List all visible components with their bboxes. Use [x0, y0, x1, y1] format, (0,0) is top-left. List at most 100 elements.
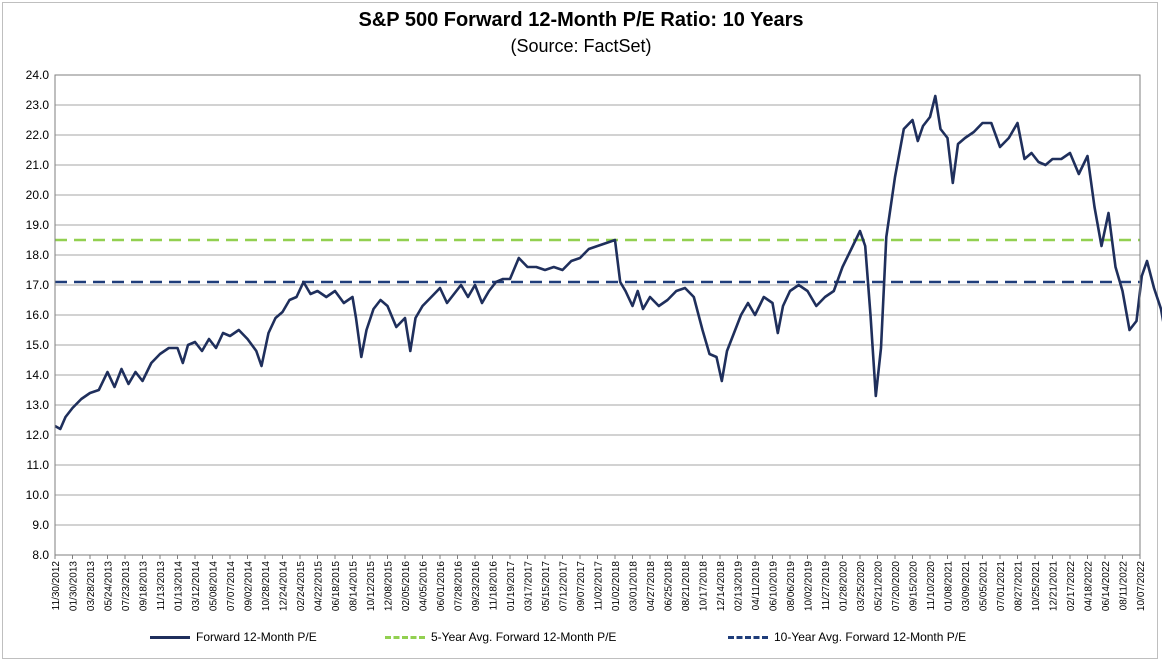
- x-tick-label: 01/08/2021: [944, 561, 955, 611]
- x-tick-label: 11/27/2019: [821, 561, 832, 611]
- legend-label-forward-pe: Forward 12-Month P/E: [196, 630, 317, 644]
- y-tick-label: 24.0: [26, 68, 50, 82]
- x-tick-label: 03/17/2017: [524, 561, 535, 611]
- x-tick-label: 02/05/2016: [401, 561, 412, 611]
- legend-item-10yr-avg: 10-Year Avg. Forward 12-Month P/E: [728, 630, 966, 644]
- x-tick-label: 11/18/2016: [489, 561, 500, 611]
- x-tick-label: 02/24/2015: [296, 561, 307, 611]
- x-tick-label: 09/23/2016: [471, 561, 482, 611]
- legend-swatch-10yr-avg: [728, 635, 768, 639]
- x-tick-label: 06/01/2016: [436, 561, 447, 611]
- chart-title: S&P 500 Forward 12-Month P/E Ratio: 10 Y…: [358, 9, 804, 31]
- series-lines: [54, 94, 1162, 431]
- x-tick-label: 10/25/2021: [1031, 561, 1042, 611]
- average-lines: [55, 238, 1140, 284]
- x-tick-label: 06/14/2022: [1101, 561, 1112, 611]
- x-tick-label: 11/02/2017: [594, 561, 605, 611]
- x-tick-label: 07/07/2014: [226, 561, 237, 611]
- y-tick-label: 17.0: [26, 278, 50, 292]
- x-tick-label: 07/23/2013: [121, 561, 132, 611]
- y-tick-label: 16.0: [26, 308, 50, 322]
- x-tick-label: 03/01/2018: [629, 561, 640, 611]
- x-tick-label: 05/08/2014: [209, 561, 220, 611]
- legend-label-5yr-avg: 5-Year Avg. Forward 12-Month P/E: [431, 630, 617, 644]
- x-tick-label: 12/08/2015: [384, 561, 395, 611]
- y-tick-label: 21.0: [26, 158, 50, 172]
- x-tick-label: 02/13/2019: [734, 561, 745, 611]
- y-axis-ticks: 24.0 23.0 22.0 21.0 20.0 19.0 18.0 17.0 16.0 15.0…: [26, 68, 50, 562]
- x-tick-label: 08/21/2018: [681, 561, 692, 611]
- y-tick-label: 18.0: [26, 248, 50, 262]
- x-tick-label: 06/10/2019: [769, 561, 780, 611]
- x-tick-label: 09/02/2014: [244, 561, 255, 611]
- x-tick-label: 01/19/2017: [506, 561, 517, 611]
- y-tick-label: 12.0: [26, 428, 50, 442]
- chart-subtitle: (Source: FactSet): [510, 36, 652, 56]
- x-tick-label: 12/14/2018: [716, 561, 727, 611]
- x-tick-label: 01/28/2020: [839, 561, 850, 611]
- x-tick-label: 04/27/2018: [646, 561, 657, 611]
- x-axis-ticks: 11/30/2012 01/30/2013 03/28/2013 05/24/2013…: [51, 555, 1147, 611]
- x-tick-label: 11/10/2020: [926, 561, 937, 611]
- x-tick-label: 10/07/2022: [1136, 561, 1147, 611]
- x-tick-label: 03/12/2014: [191, 561, 202, 611]
- x-tick-label: 03/25/2020: [856, 561, 867, 611]
- x-tick-label: 07/12/2017: [559, 561, 570, 611]
- y-tick-label: 15.0: [26, 338, 50, 352]
- legend-swatch-5yr-avg: [385, 635, 425, 639]
- x-tick-label: 09/07/2017: [576, 561, 587, 611]
- x-tick-label: 03/09/2021: [961, 561, 972, 611]
- y-tick-label: 23.0: [26, 98, 50, 112]
- x-tick-label: 04/22/2015: [314, 561, 325, 611]
- x-tick-label: 11/30/2012: [51, 561, 62, 611]
- pe-ratio-chart: 24.0 23.0 22.0 21.0 20.0 19.0 18.0 17.0 16.0 15.0…: [26, 68, 1162, 611]
- x-tick-label: 10/28/2014: [261, 561, 272, 611]
- x-tick-label: 08/14/2015: [349, 561, 360, 611]
- y-tick-label: 8.0: [32, 548, 49, 562]
- chart-legend: Forward 12-Month P/E 5-Year Avg. Forward…: [0, 630, 1162, 650]
- plot-area-border: [54, 74, 1141, 556]
- x-tick-label: 02/17/2022: [1066, 561, 1077, 611]
- x-tick-label: 04/05/2016: [419, 561, 430, 611]
- y-tick-label: 10.0: [26, 488, 50, 502]
- y-tick-label: 14.0: [26, 368, 50, 382]
- legend-item-forward-pe: Forward 12-Month P/E: [150, 630, 317, 644]
- legend-label-10yr-avg: 10-Year Avg. Forward 12-Month P/E: [774, 630, 967, 644]
- x-tick-label: 06/25/2018: [664, 561, 675, 611]
- y-tick-label: 20.0: [26, 188, 50, 202]
- legend-item-5yr-avg: 5-Year Avg. Forward 12-Month P/E: [385, 630, 616, 644]
- x-tick-label: 10/02/2019: [804, 561, 815, 611]
- x-tick-label: 05/15/2017: [541, 561, 552, 611]
- x-tick-label: 07/20/2020: [891, 561, 902, 611]
- y-tick-label: 11.0: [27, 458, 50, 472]
- x-tick-label: 12/24/2014: [279, 561, 290, 611]
- x-tick-label: 11/13/2013: [156, 561, 167, 611]
- x-tick-label: 05/21/2020: [874, 561, 885, 611]
- x-tick-label: 05/05/2021: [979, 561, 990, 611]
- x-tick-label: 10/12/2015: [366, 561, 377, 611]
- y-tick-label: 9.0: [32, 518, 49, 532]
- x-tick-label: 01/13/2014: [174, 561, 185, 611]
- x-tick-label: 12/21/2021: [1049, 561, 1060, 611]
- y-tick-label: 19.0: [26, 218, 50, 232]
- x-tick-label: 01/30/2013: [69, 561, 80, 611]
- y-tick-label: 22.0: [26, 128, 50, 142]
- x-tick-label: 04/18/2022: [1084, 561, 1095, 611]
- y-tick-label: 13.0: [26, 398, 50, 412]
- legend-swatch-forward-pe: [150, 635, 190, 639]
- x-tick-label: 07/01/2021: [996, 561, 1007, 611]
- x-tick-label: 07/28/2016: [454, 561, 465, 611]
- x-tick-label: 04/11/2019: [751, 561, 762, 611]
- x-tick-label: 08/11/2022: [1119, 561, 1130, 611]
- x-tick-label: 06/18/2015: [331, 561, 342, 611]
- gridlines: [55, 74, 1140, 556]
- x-tick-label: 03/28/2013: [86, 561, 97, 611]
- forward-pe-series-line: [54, 94, 1162, 431]
- x-tick-label: 01/02/2018: [611, 561, 622, 611]
- x-tick-label: 09/18/2013: [139, 561, 150, 611]
- x-tick-label: 08/27/2021: [1014, 561, 1025, 611]
- x-tick-label: 08/06/2019: [786, 561, 797, 611]
- x-tick-label: 10/17/2018: [699, 561, 710, 611]
- x-tick-label: 05/24/2013: [104, 561, 115, 611]
